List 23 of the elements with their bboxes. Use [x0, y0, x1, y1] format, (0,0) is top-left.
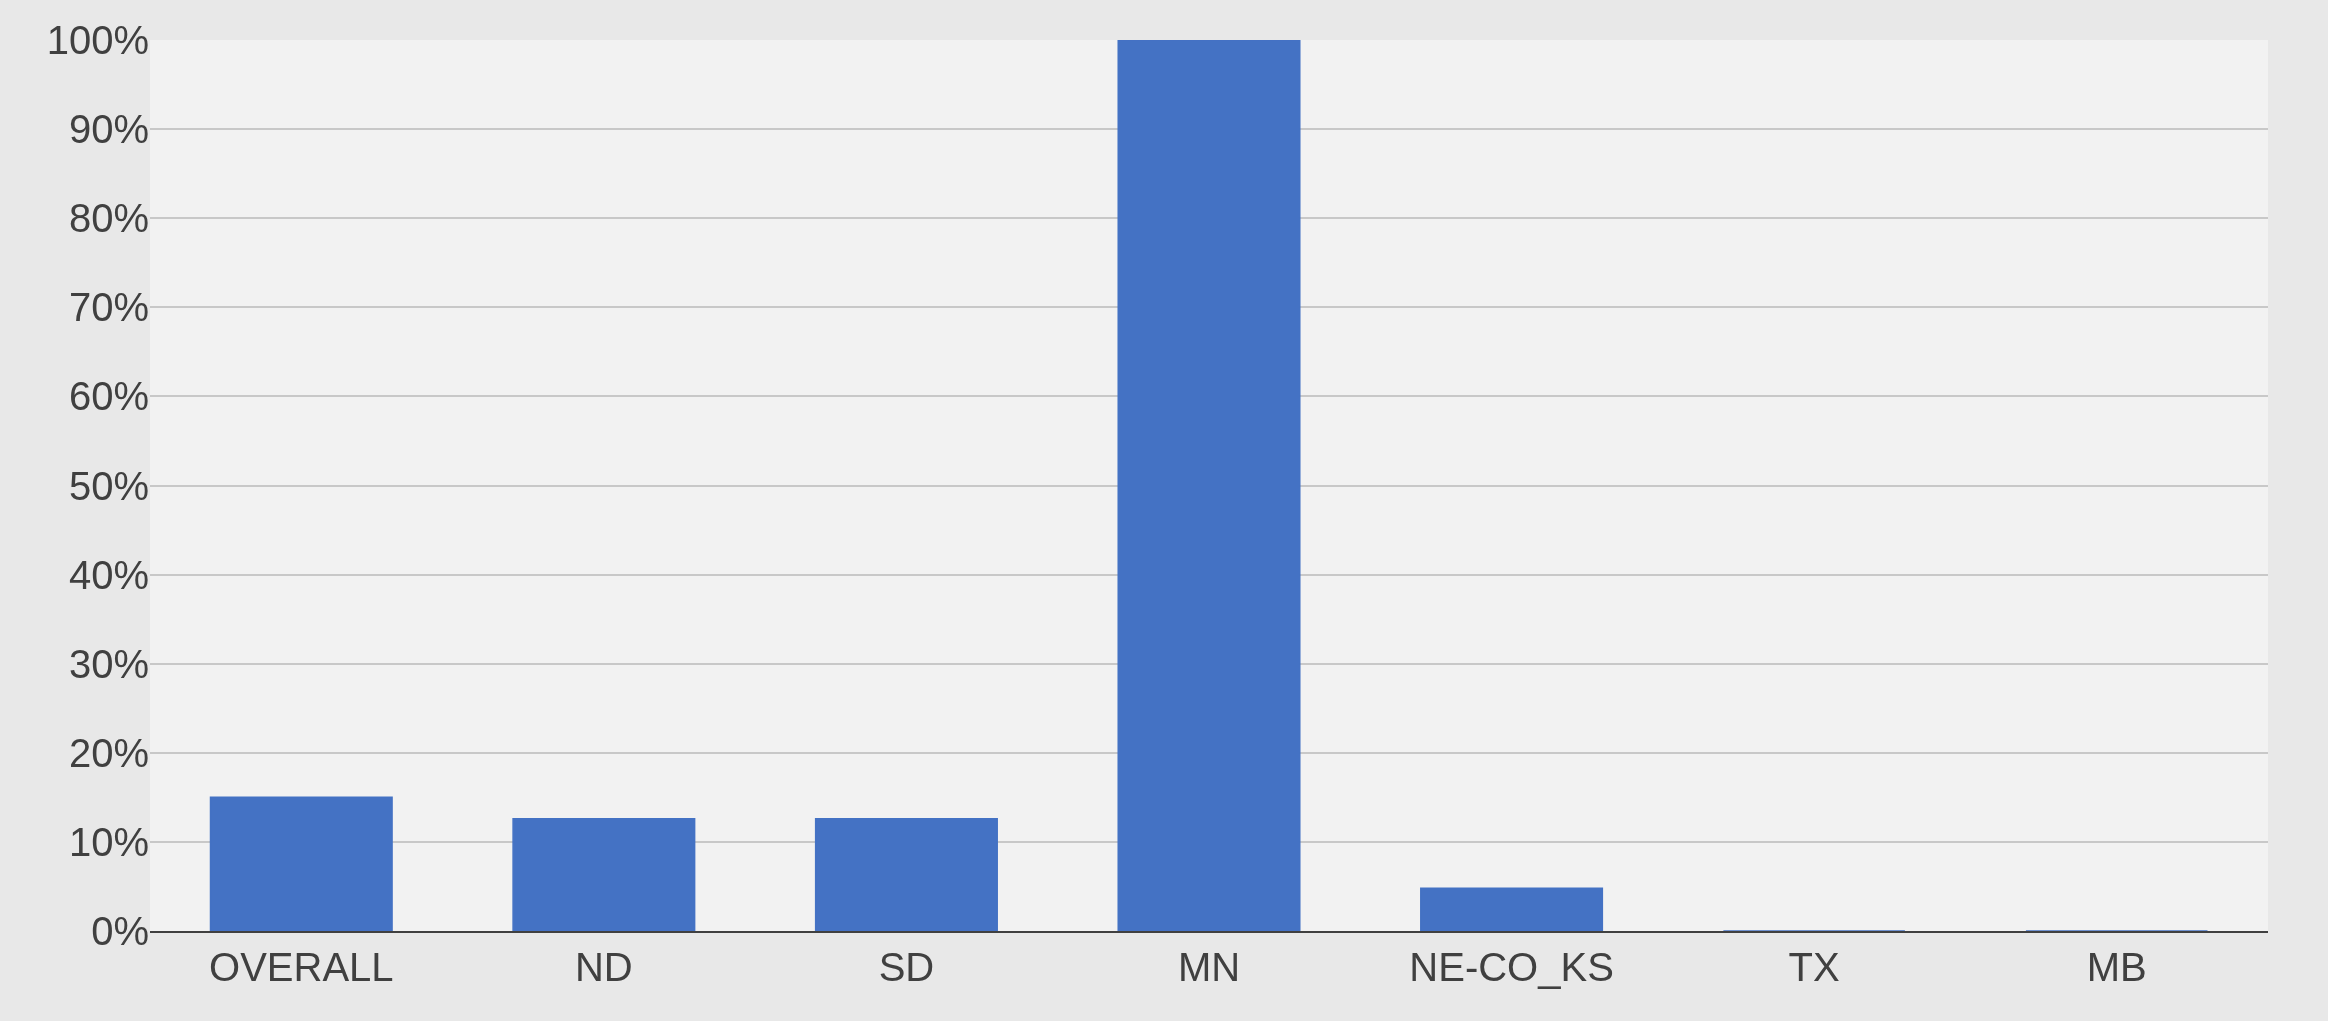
y-tick-label: 80% [68, 196, 149, 241]
x-tick-label: NE-CO_KS [1409, 945, 1614, 989]
x-tick-label: MB [2086, 945, 2147, 989]
bar [1117, 40, 1301, 931]
y-tick-label: 40% [68, 552, 149, 597]
x-tick-label: ND [574, 945, 633, 989]
bar [1420, 887, 1604, 931]
bar [814, 817, 998, 931]
bar [209, 796, 393, 931]
y-tick-label: 30% [68, 641, 149, 686]
y-tick-label: 10% [68, 819, 149, 864]
y-tick-label: 50% [68, 463, 149, 508]
y-tick-label: 100% [46, 18, 149, 62]
x-tick-label: SD [878, 945, 935, 989]
x-tick-label: OVERALL [209, 945, 394, 989]
y-tick-label: 0% [91, 909, 149, 953]
y-tick-label: 20% [68, 730, 149, 775]
y-tick-label: 90% [68, 107, 149, 152]
y-tick-label: 70% [68, 285, 149, 330]
x-tick-label: MN [1177, 945, 1241, 989]
y-tick-label: 60% [68, 374, 149, 419]
x-tick-label: TX [1788, 945, 1840, 989]
bar [512, 817, 696, 931]
